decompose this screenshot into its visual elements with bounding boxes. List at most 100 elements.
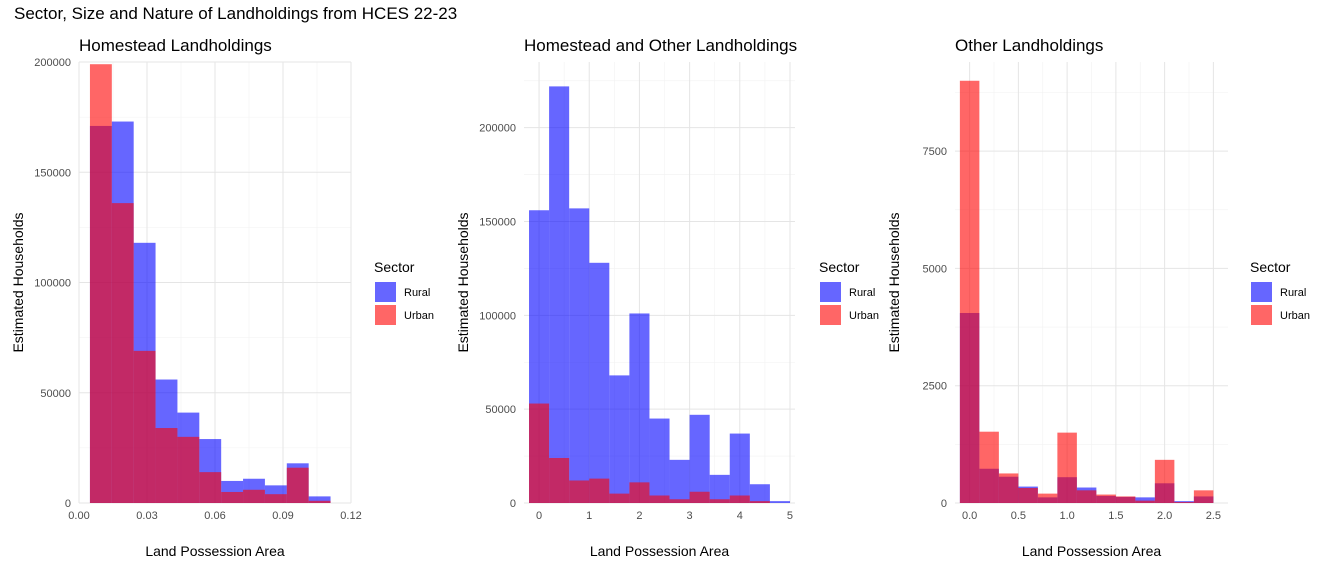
bar-urban bbox=[1057, 432, 1077, 503]
y-tick-label: 7500 bbox=[923, 146, 947, 158]
legend-label-urban: Urban bbox=[1280, 310, 1310, 322]
bar-urban bbox=[1193, 490, 1214, 503]
y-tick-label: 200000 bbox=[34, 57, 71, 69]
y-axis-title: Estimated Households bbox=[455, 212, 471, 352]
series-rural bbox=[529, 86, 790, 504]
bar-rural bbox=[689, 414, 710, 503]
bar-urban bbox=[111, 203, 134, 503]
chart-panel-1: 0 50000 100000 150000 200000 0.00 0.03 0.06 0.09… bbox=[10, 36, 434, 559]
bar-rural bbox=[769, 501, 790, 503]
bar-urban bbox=[669, 499, 690, 503]
bar-rural bbox=[629, 313, 650, 503]
x-tick-label: 0.0 bbox=[962, 510, 977, 522]
bar-urban bbox=[729, 495, 750, 503]
bar-urban bbox=[1154, 459, 1175, 503]
panel-title: Homestead Landholdings bbox=[79, 36, 272, 55]
bar-rural bbox=[549, 86, 570, 503]
x-tick-label: 1.0 bbox=[1059, 510, 1074, 522]
bar-urban bbox=[1037, 493, 1058, 503]
bar-urban bbox=[199, 472, 222, 503]
bar-urban bbox=[1115, 496, 1136, 503]
x-tick-label: 3 bbox=[687, 510, 693, 522]
chart-main-title: Sector, Size and Nature of Landholdings … bbox=[14, 4, 458, 23]
bar-rural bbox=[669, 459, 690, 503]
y-tick-label: 0 bbox=[941, 498, 947, 510]
bar-urban bbox=[709, 499, 730, 503]
x-axis-title: Land Possession Area bbox=[590, 543, 730, 559]
bar-urban bbox=[569, 480, 590, 503]
bar-rural bbox=[589, 262, 610, 503]
x-tick-label: 0 bbox=[536, 510, 542, 522]
bar-urban bbox=[689, 491, 710, 503]
bar-urban bbox=[1096, 494, 1116, 503]
x-tick-label: 0.06 bbox=[204, 510, 225, 522]
bar-urban bbox=[243, 489, 265, 503]
bar-urban bbox=[177, 436, 200, 503]
legend-label-urban: Urban bbox=[404, 310, 434, 322]
bar-rural bbox=[749, 484, 770, 503]
y-tick-label: 5000 bbox=[923, 263, 947, 275]
x-tick-label: 2.5 bbox=[1206, 510, 1221, 522]
x-tick-label: 0.03 bbox=[136, 510, 157, 522]
x-tick-label: 5 bbox=[787, 510, 793, 522]
y-tick-label: 50000 bbox=[40, 388, 71, 400]
bar-urban bbox=[629, 482, 650, 503]
x-tick-label: 0.09 bbox=[272, 510, 293, 522]
x-axis-title: Land Possession Area bbox=[145, 543, 285, 559]
y-tick-label: 150000 bbox=[34, 167, 71, 179]
legend-label-rural: Rural bbox=[404, 287, 430, 299]
bar-urban bbox=[1018, 487, 1038, 503]
y-tick-label: 150000 bbox=[479, 217, 516, 229]
legend-label-rural: Rural bbox=[849, 287, 875, 299]
x-tick-label: 2 bbox=[636, 510, 642, 522]
bar-urban bbox=[155, 428, 178, 503]
legend: Sector Rural Urban bbox=[819, 259, 879, 325]
legend-title: Sector bbox=[374, 259, 415, 275]
x-tick-label: 4 bbox=[737, 510, 743, 522]
bar-rural bbox=[609, 375, 630, 503]
x-tick-label: 0.00 bbox=[68, 510, 89, 522]
y-tick-label: 0 bbox=[510, 498, 516, 510]
y-tick-label: 200000 bbox=[479, 123, 516, 135]
bar-rural bbox=[1135, 497, 1155, 503]
series-urban bbox=[89, 64, 331, 503]
legend-key-urban bbox=[820, 305, 841, 325]
x-tick-label: 1 bbox=[586, 510, 592, 522]
bar-urban bbox=[959, 80, 980, 503]
bar-urban bbox=[749, 501, 770, 503]
bar-urban bbox=[998, 473, 1019, 503]
y-tick-label: 100000 bbox=[34, 278, 71, 290]
bar-urban bbox=[308, 500, 331, 503]
minor-gridlines bbox=[955, 62, 1228, 503]
bar-urban bbox=[133, 350, 156, 503]
x-tick-label: 0.12 bbox=[340, 510, 361, 522]
bar-urban bbox=[609, 493, 630, 503]
legend-title: Sector bbox=[819, 259, 860, 275]
legend: Sector Rural Urban bbox=[1250, 259, 1310, 325]
legend: Sector Rural Urban bbox=[374, 259, 434, 325]
bar-urban bbox=[549, 457, 570, 503]
x-axis-title: Land Possession Area bbox=[1022, 543, 1162, 559]
legend-title: Sector bbox=[1250, 259, 1291, 275]
y-axis-title: Estimated Households bbox=[10, 212, 26, 352]
y-axis-title: Estimated Households bbox=[886, 212, 902, 352]
bar-urban bbox=[1135, 500, 1155, 503]
chart-panel-2: 0 50000 100000 150000 200000 0 1 2 3 4 5 Homestead … bbox=[455, 36, 879, 559]
bar-urban bbox=[221, 491, 244, 503]
x-tick-label: 1.5 bbox=[1108, 510, 1123, 522]
panel-title: Homestead and Other Landholdings bbox=[524, 36, 797, 55]
legend-label-rural: Rural bbox=[1280, 287, 1306, 299]
x-tick-label: 2.0 bbox=[1157, 510, 1172, 522]
y-tick-label: 2500 bbox=[923, 381, 947, 393]
y-tick-label: 50000 bbox=[485, 404, 516, 416]
bar-rural bbox=[569, 208, 590, 504]
chart-panel-3: 0 2500 5000 7500 0.0 0.5 1.0 1.5 2.0 2.5 Other Lan… bbox=[886, 36, 1310, 559]
legend-key-rural bbox=[375, 282, 396, 302]
legend-key-rural bbox=[1251, 282, 1272, 302]
bar-urban bbox=[1076, 490, 1097, 503]
series-urban bbox=[529, 403, 770, 503]
y-tick-label: 100000 bbox=[479, 310, 516, 322]
legend-label-urban: Urban bbox=[849, 310, 879, 322]
bar-urban bbox=[649, 495, 670, 503]
